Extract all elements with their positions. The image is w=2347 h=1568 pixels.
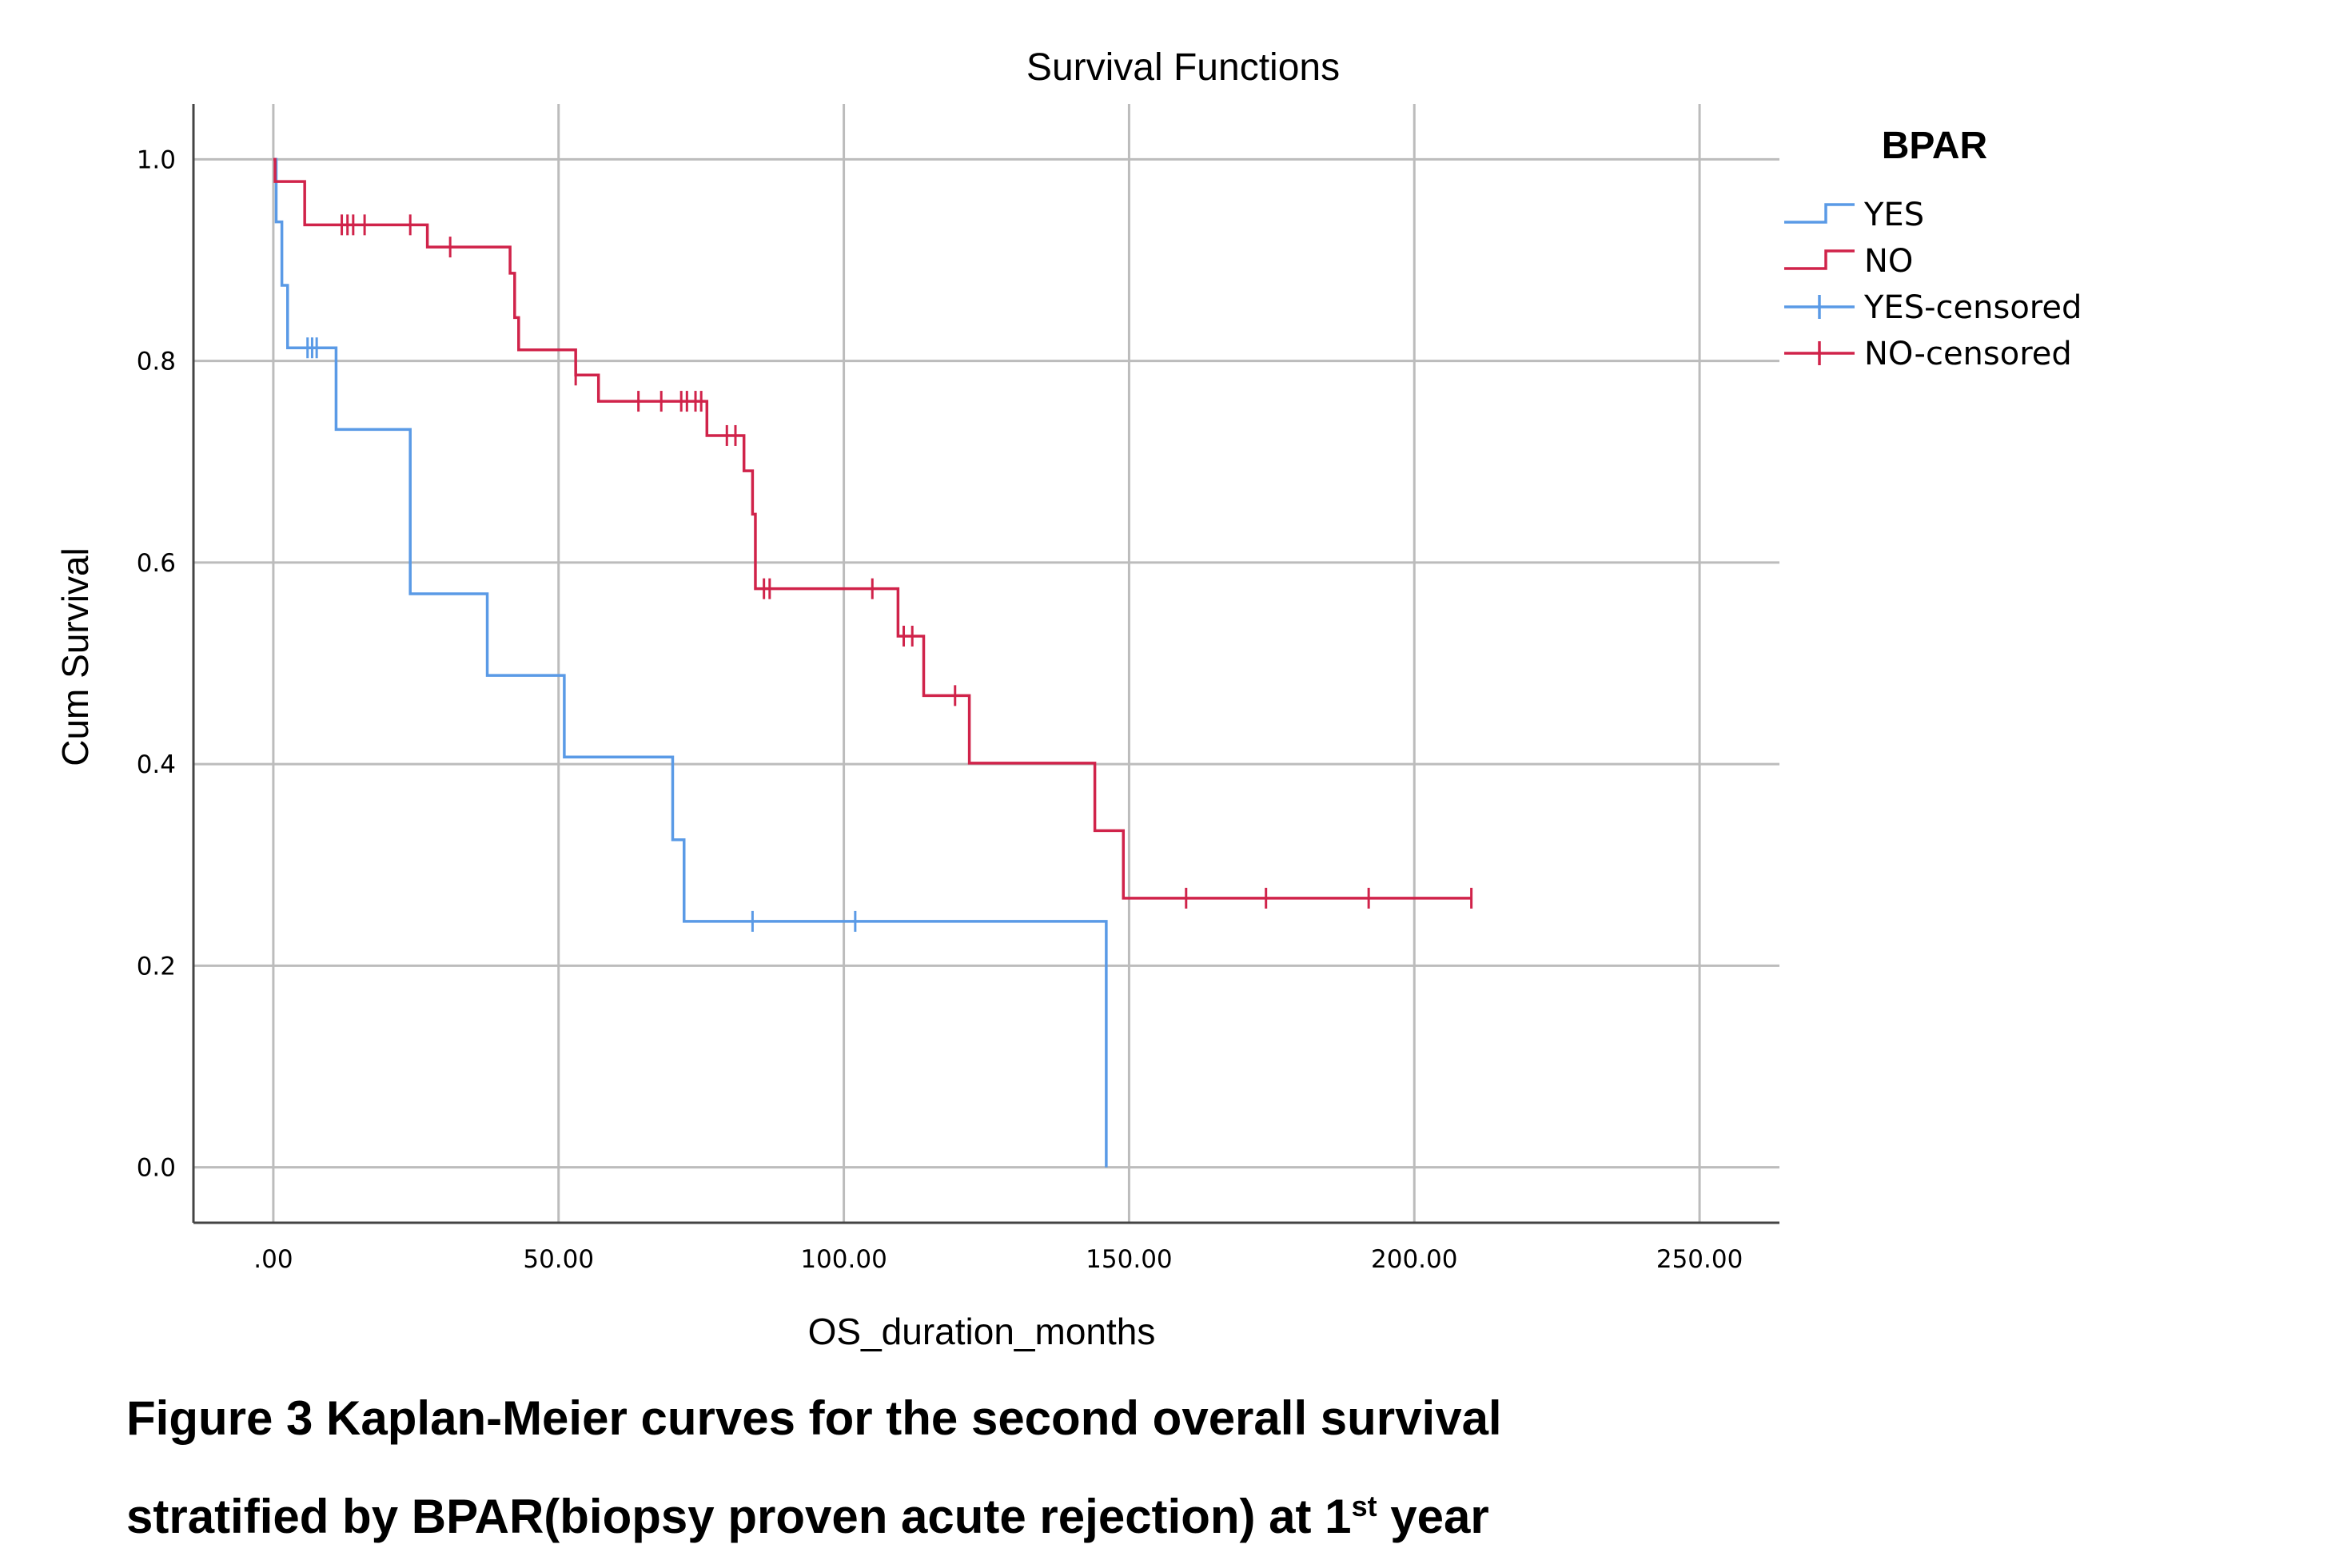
caption-line-2-main: stratified by BPAR(biopsy proven acute r… bbox=[126, 1490, 1352, 1543]
y-axis-title: Cum Survival bbox=[54, 547, 96, 766]
x-tick-label: 200.00 bbox=[1371, 1245, 1457, 1274]
y-tick-label: 1.0 bbox=[137, 145, 176, 174]
legend-line-yes bbox=[1784, 203, 1855, 224]
x-tick-label: 250.00 bbox=[1656, 1245, 1743, 1274]
caption-superscript: st bbox=[1351, 1490, 1377, 1522]
x-tick-label: 150.00 bbox=[1086, 1245, 1172, 1274]
chart-title: Survival Functions bbox=[1026, 46, 1340, 89]
y-tick-label: 0.4 bbox=[137, 750, 176, 779]
legend-label: YES bbox=[1863, 197, 1924, 233]
caption-line-2: stratified by BPAR(biopsy proven acute r… bbox=[126, 1463, 2045, 1561]
legend-line-no bbox=[1784, 249, 1855, 270]
legend-title: BPAR bbox=[1882, 125, 1987, 167]
x-tick-label: .00 bbox=[253, 1245, 293, 1274]
x-tick-label: 100.00 bbox=[800, 1245, 887, 1274]
y-tick-label: 0.2 bbox=[137, 952, 176, 981]
legend-label: NO-censored bbox=[1864, 336, 2072, 372]
y-tick-label: 0.0 bbox=[137, 1154, 176, 1183]
x-tick-label: 50.00 bbox=[523, 1245, 594, 1274]
axes bbox=[192, 104, 1779, 1224]
y-tick-label: 0.6 bbox=[137, 549, 176, 578]
series-line-yes bbox=[273, 157, 1108, 1168]
grid-lines bbox=[193, 104, 1779, 1223]
x-axis-title: OS_duration_months bbox=[808, 1311, 1156, 1352]
caption-line-1: Figure 3 Kaplan-Meier curves for the sec… bbox=[126, 1391, 1502, 1445]
caption-line-2-end: year bbox=[1377, 1490, 1489, 1543]
figure-caption: Figure 3 Kaplan-Meier curves for the sec… bbox=[126, 1375, 2045, 1561]
series-layer bbox=[273, 157, 1473, 1168]
legend-label: NO bbox=[1864, 243, 1913, 280]
legend: BPAR YES NO YES-censored NO-censored bbox=[1784, 125, 2082, 372]
legend-label: YES-censored bbox=[1863, 289, 2082, 326]
series-line-no bbox=[273, 157, 1472, 900]
y-tick-label: 0.8 bbox=[137, 348, 176, 376]
tick-labels: .00 50.00 100.00 150.00 200.00 250.00 0.0 0.2 0.… bbox=[137, 145, 1743, 1274]
